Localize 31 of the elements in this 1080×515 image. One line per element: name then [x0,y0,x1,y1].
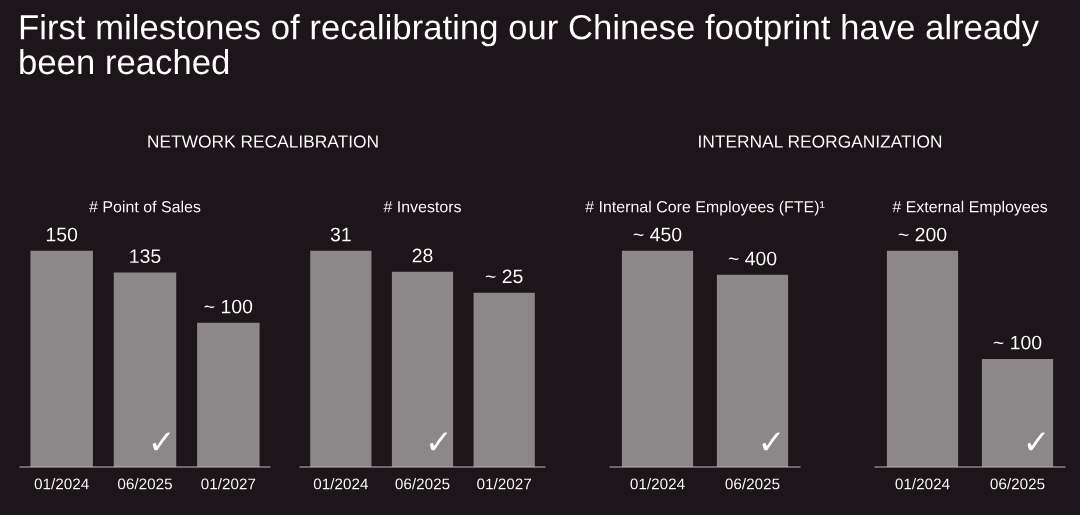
x-tick-label: 01/2027 [477,478,532,490]
data-label: ~ 25 [485,269,523,284]
chart-title: # Internal Core Employees (FTE)¹ [585,200,825,216]
chart-title: # Investors [383,201,461,213]
x-tick-label: 01/2024 [313,478,368,490]
x-tick-label: 01/2024 [895,478,950,490]
text: First milestones of recalibrating our Chinese footprint have already been reached [20,14,1039,75]
chart-title: # External Employees [892,200,1048,216]
data-label: 135 [130,249,161,264]
data-label: 28 [412,248,433,263]
data-label: ~ 100 [993,335,1042,350]
x-tick-label: 06/2025 [990,478,1045,490]
annotation: ✓ [429,432,448,451]
annotation: ✓ [762,432,780,451]
data-label: 31 [330,227,351,242]
x-tick-label: 01/2024 [630,478,685,490]
x-tick-label: 01/2024 [34,478,89,490]
x-tick-label: 06/2025 [117,478,172,490]
data-label: ~ 400 [728,251,777,266]
chart-title: # Point of Sales [89,200,201,213]
data-label: 150 [46,227,78,242]
x-tick-label: 06/2025 [395,478,450,490]
x-tick-label: 06/2025 [725,478,780,490]
x-tick-label: 01/2027 [201,478,256,490]
data-label: ~ 100 [204,299,253,314]
annotation: ✓ [152,432,170,451]
chart-subtitle: NETWORK RECALIBRATION [148,135,378,148]
data-label: ~ 200 [898,227,947,242]
chart-subtitle: INTERNAL REORGANIZATION [699,135,942,148]
data-label: ~ 450 [633,227,682,242]
annotation: ✓ [1027,432,1045,451]
